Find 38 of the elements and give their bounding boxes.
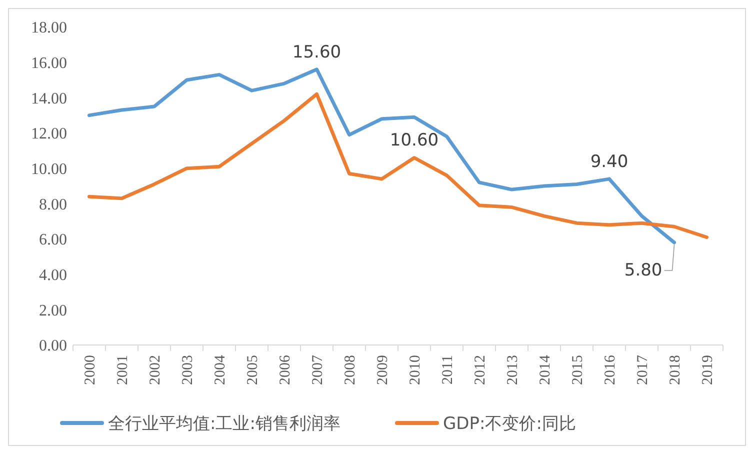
legend-label: GDP:不变价:同比 (443, 414, 576, 434)
line-series (88, 92, 708, 239)
y-tick-label: 10.00 (31, 160, 67, 178)
line-series (88, 68, 676, 244)
x-tick-label: 2019 (700, 355, 716, 385)
x-tick-label: 2000 (82, 355, 98, 385)
x-tick-label: 2012 (472, 355, 488, 385)
x-tick-label: 2005 (245, 355, 261, 385)
legend-label: 全行业平均值:工业:销售利润率 (108, 414, 340, 434)
x-tick-label: 2003 (180, 355, 196, 385)
x-tick-label: 2008 (342, 355, 358, 385)
y-tick-label: 14.00 (31, 90, 67, 108)
x-tick-label: 2018 (668, 355, 684, 385)
x-tick-label: 2004 (212, 354, 228, 385)
x-tick-label: 2014 (538, 354, 554, 385)
data-label: 5.80 (624, 260, 662, 281)
x-tick-label: 2013 (505, 355, 521, 385)
y-tick-label: 6.00 (39, 232, 67, 249)
y-tick-label: 8.00 (39, 196, 67, 214)
x-tick-label: 2016 (602, 354, 618, 385)
data-label: 9.40 (590, 152, 628, 172)
data-label: 10.60 (390, 130, 439, 151)
x-tick-label: 2002 (148, 355, 164, 385)
x-tick-label: 2010 (408, 355, 424, 385)
x-tick-label: 2007 (310, 354, 326, 385)
y-tick-label: 2.00 (39, 302, 67, 320)
y-tick-label: 16.00 (31, 54, 67, 72)
x-tick-label: 2009 (375, 355, 391, 385)
data-label: 15.60 (292, 42, 342, 62)
x-tick-label: 2017 (635, 354, 651, 385)
y-tick-label: 0.00 (39, 338, 67, 355)
y-tick-label: 4.00 (39, 266, 67, 284)
y-tick-label: 18.00 (31, 20, 67, 37)
y-tick-label: 12.00 (31, 126, 67, 143)
x-tick-label: 2006 (278, 354, 294, 385)
x-tick-label: 2011 (440, 355, 456, 384)
x-tick-label: 2015 (570, 355, 586, 385)
x-tick-label: 2001 (115, 355, 131, 385)
